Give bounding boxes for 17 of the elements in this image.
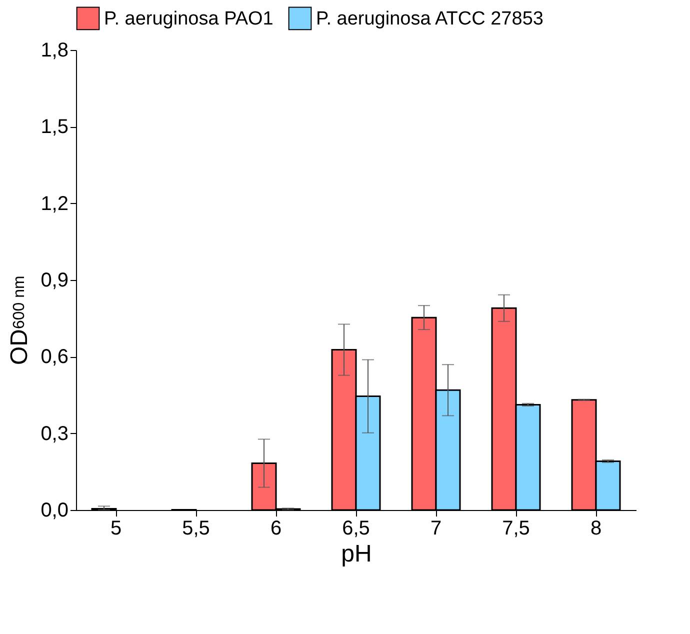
x-tick-label: 5	[110, 518, 122, 540]
x-tick-label: 7	[430, 518, 442, 540]
y-tick-label: 0,0	[40, 500, 68, 522]
y-tick-label: 0,9	[40, 270, 68, 292]
x-tick-label: 7,5	[502, 518, 530, 540]
legend-label: P. aeruginosa PAO1	[104, 8, 274, 30]
x-tick-label: 5,5	[182, 518, 210, 540]
y-tick-label: 1,5	[40, 116, 68, 138]
x-tick-label: 6	[270, 518, 282, 540]
legend-label: P. aeruginosa ATCC 27853	[316, 8, 544, 30]
x-axis-title: pH	[341, 540, 372, 568]
x-tick-label: 8	[590, 518, 602, 540]
y-tick-label: 0,3	[40, 422, 68, 445]
x-tick-label: 6,5	[342, 518, 370, 540]
y-tick-label: 1,2	[40, 192, 68, 215]
y-tick-label: 1,8	[40, 40, 68, 62]
y-tick-label: 0,6	[40, 346, 68, 368]
